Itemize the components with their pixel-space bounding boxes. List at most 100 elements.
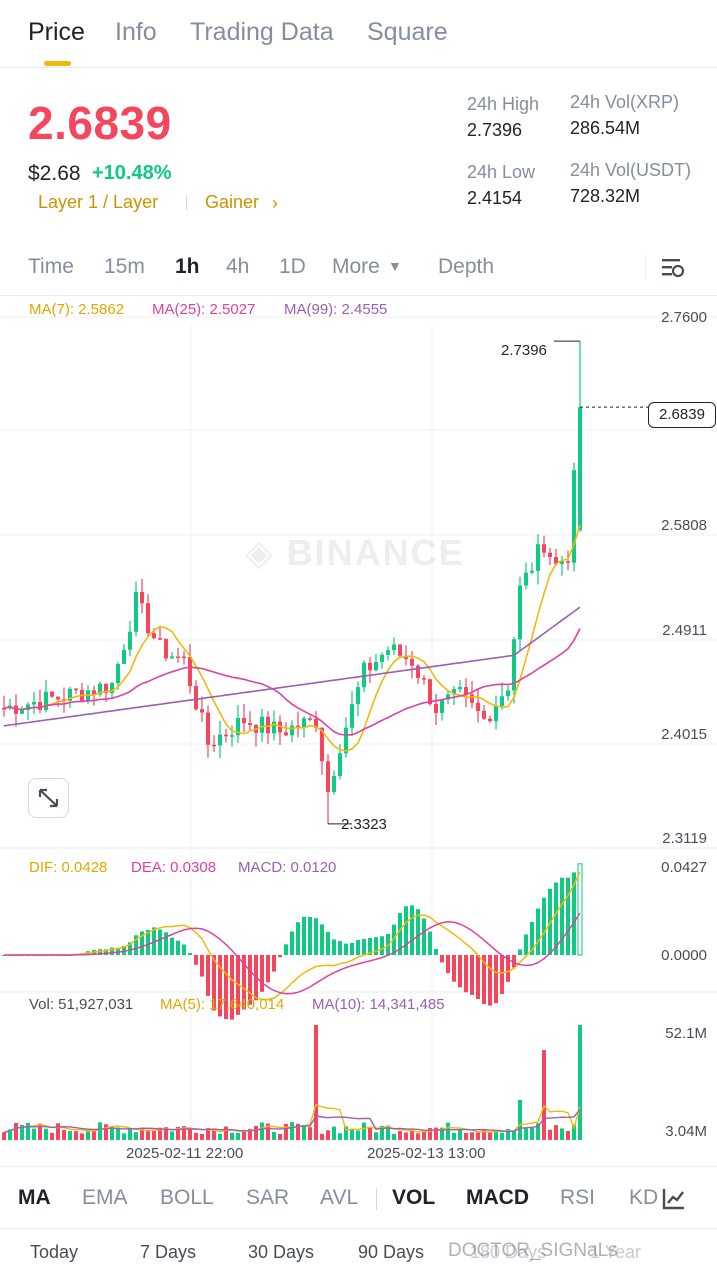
candle-body <box>2 708 6 710</box>
indicator-settings-icon[interactable] <box>660 1186 688 1212</box>
macd-axis-label: 0.0427 <box>661 859 707 876</box>
indicator-tab-ma[interactable]: MA <box>18 1186 51 1209</box>
tag-gainer[interactable]: Gainer <box>205 192 260 212</box>
macd-bar <box>128 942 132 955</box>
candle-body <box>104 683 108 694</box>
tab-trading-data[interactable]: Trading Data <box>190 18 334 46</box>
volume-ma5-legend: MA(5): 17,640,014 <box>160 996 285 1013</box>
expand-button[interactable] <box>28 778 69 818</box>
volume-ma10-line <box>3 1108 581 1133</box>
candle-body <box>518 585 522 640</box>
volume-bar <box>296 1123 300 1140</box>
divider <box>186 196 187 210</box>
volume-legend: Vol: 51,927,031 <box>29 996 134 1013</box>
interval-1h[interactable]: 1h <box>175 255 200 278</box>
volume-bar <box>332 1126 336 1140</box>
indicator-tab-macd[interactable]: MACD <box>466 1186 529 1209</box>
candle-body <box>332 776 336 793</box>
volume-bar <box>548 1129 552 1140</box>
macd-dea-line <box>4 912 581 995</box>
volume-axis-label: 3.04M <box>665 1123 707 1140</box>
candle-body <box>266 716 270 734</box>
macd-bar <box>266 955 270 983</box>
candle-body <box>194 686 198 710</box>
candle-body <box>170 656 174 659</box>
usd-price: $2.68 <box>28 162 81 185</box>
candle-body <box>74 688 78 691</box>
vol-xrp-value: 286.54M <box>570 118 641 138</box>
volume-bar <box>92 1129 96 1140</box>
macd-bar <box>308 916 312 955</box>
interval-time[interactable]: Time <box>28 255 74 278</box>
tab-info[interactable]: Info <box>115 18 157 46</box>
indicator-tab-boll[interactable]: BOLL <box>160 1186 214 1209</box>
caret-down-icon: ▼ <box>388 258 402 274</box>
macd-bar <box>410 905 414 955</box>
tab-square[interactable]: Square <box>367 18 448 46</box>
period-tab-1y[interactable]: 1 Year <box>590 1242 642 1262</box>
candle-body <box>272 721 276 734</box>
interval-more[interactable]: More <box>332 255 380 278</box>
period-tab-180d[interactable]: 180 Days <box>470 1242 547 1262</box>
macd-bar <box>170 937 174 955</box>
volume-bar <box>488 1132 492 1140</box>
macd-bar <box>566 877 570 955</box>
interval-depth[interactable]: Depth <box>438 255 495 278</box>
vol-xrp-label: 24h Vol(XRP) <box>570 92 680 112</box>
macd-bar <box>464 955 468 993</box>
volume-bar <box>128 1128 132 1140</box>
macd-bar <box>446 955 450 974</box>
interval-1d[interactable]: 1D <box>279 255 306 278</box>
period-tab-30d[interactable]: 30 Days <box>248 1242 315 1262</box>
macd-bar <box>422 918 426 955</box>
tab-price[interactable]: Price <box>28 18 85 46</box>
volume-bar <box>242 1130 246 1140</box>
indicator-tab-rsi[interactable]: RSI <box>560 1186 596 1209</box>
macd-bar <box>350 943 354 955</box>
volume-bar <box>380 1125 384 1140</box>
candle-body <box>152 633 156 639</box>
volume-bar <box>452 1132 456 1140</box>
macd-bar <box>428 931 432 955</box>
volume-bar <box>80 1133 84 1140</box>
indicator-tab-avl[interactable]: AVL <box>320 1186 359 1209</box>
candle-body <box>146 603 150 634</box>
high-marker-label: 2.7396 <box>501 342 547 359</box>
period-tab-today[interactable]: Today <box>30 1242 79 1262</box>
candle-body <box>512 639 516 691</box>
volume-bar <box>458 1129 462 1140</box>
volume-bar <box>482 1130 486 1140</box>
volume-bar <box>230 1132 234 1140</box>
tag-layer[interactable]: Layer 1 / Layer <box>38 192 159 212</box>
period-tab-90d[interactable]: 90 Days <box>358 1242 425 1262</box>
macd-bar <box>290 931 294 955</box>
candle-body <box>560 561 564 565</box>
macd-bar <box>242 955 246 1010</box>
macd-bar <box>314 918 318 955</box>
macd-dif-line <box>4 871 581 1001</box>
candle-body <box>536 544 540 571</box>
volume-bar <box>464 1133 468 1140</box>
volume-bar <box>74 1131 78 1140</box>
macd-bar <box>230 955 234 1020</box>
chart-settings-icon[interactable] <box>660 256 686 280</box>
candlestick-chart[interactable] <box>0 295 717 1165</box>
indicator-tab-kd[interactable]: KD <box>629 1186 659 1209</box>
indicator-tab-sar[interactable]: SAR <box>246 1186 290 1209</box>
macd-bar <box>110 947 114 955</box>
vol-usdt-value: 728.32M <box>570 186 641 206</box>
candle-body <box>494 705 498 722</box>
macd-axis-label: 0.0000 <box>661 947 707 964</box>
macd-bar <box>146 929 150 955</box>
volume-bar <box>362 1122 366 1140</box>
macd-bar <box>320 924 324 955</box>
indicator-tab-vol[interactable]: VOL <box>392 1186 436 1209</box>
volume-bar <box>476 1132 480 1140</box>
interval-4h[interactable]: 4h <box>226 255 250 278</box>
period-tab-7d[interactable]: 7 Days <box>140 1242 197 1262</box>
indicator-tab-ema[interactable]: EMA <box>82 1186 128 1209</box>
interval-15m[interactable]: 15m <box>104 255 145 278</box>
candle-body <box>488 718 492 722</box>
volume-bar <box>398 1131 402 1140</box>
candle-body <box>218 734 222 746</box>
